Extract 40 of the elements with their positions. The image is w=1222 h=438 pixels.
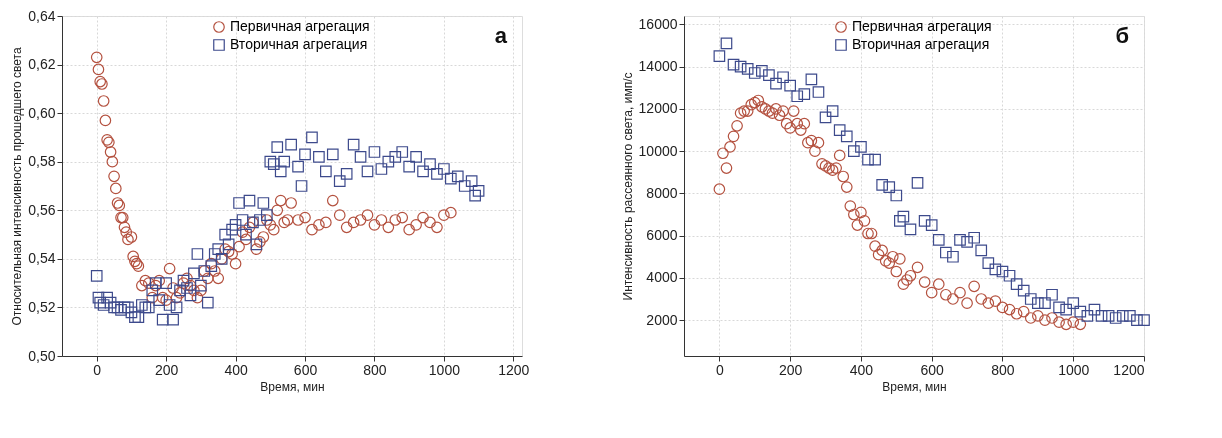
x-tick-label: 400 [224, 361, 248, 378]
x-axis-title: Время, мин [260, 379, 325, 394]
y-tick-label: 0,62 [28, 56, 56, 73]
x-tick-label: 1000 [428, 361, 461, 378]
x-tick-label: 1000 [1058, 361, 1090, 378]
y-tick-label: 2000 [646, 311, 678, 328]
x-tick-label: 800 [363, 361, 387, 378]
y-tick-label: 0,52 [28, 298, 56, 315]
x-tick-label: 400 [849, 361, 874, 378]
x-tick-label: 600 [920, 361, 945, 378]
x-tick-label: 200 [154, 361, 179, 378]
annotation: б [1115, 23, 1129, 48]
y-tick-label: 14000 [638, 58, 678, 75]
x-tick-label: 1200 [1113, 361, 1145, 378]
x-tick-label: 600 [293, 361, 318, 378]
y-tick-label: 16000 [638, 15, 678, 32]
y-axis-title: Относительная интенсивность прошедшего света [10, 47, 25, 326]
y-tick-label: 0,60 [28, 104, 56, 121]
x-axis-title: Время, мин [882, 379, 947, 394]
y-tick-label: 0,50 [28, 347, 56, 364]
y-tick-label: 12000 [638, 100, 678, 117]
y-tick-label: 4000 [646, 269, 678, 286]
annotation: а [494, 23, 508, 48]
x-tick-label: 800 [991, 361, 1015, 378]
legend-label: Первичная агрегация [230, 18, 370, 34]
x-tick-label: 200 [778, 361, 803, 378]
y-tick-label: 0,54 [28, 250, 56, 267]
legend-label: Вторичная агрегация [852, 36, 990, 52]
y-axis-title: Интенсивность рассеянного света, имп/с [620, 72, 635, 301]
y-tick-label: 0,56 [28, 201, 56, 218]
y-tick-label: 0,58 [28, 153, 56, 170]
y-tick-label: 8000 [646, 184, 678, 201]
y-tick-label: 6000 [646, 227, 678, 244]
x-tick-label: 0 [93, 361, 102, 378]
y-tick-label: 10000 [638, 142, 678, 159]
legend-label: Первичная агрегация [852, 18, 992, 34]
legend-label: Вторичная агрегация [230, 36, 368, 52]
y-tick-label: 0,64 [28, 7, 56, 24]
x-tick-label: 0 [715, 361, 724, 378]
x-tick-label: 1200 [498, 361, 530, 378]
